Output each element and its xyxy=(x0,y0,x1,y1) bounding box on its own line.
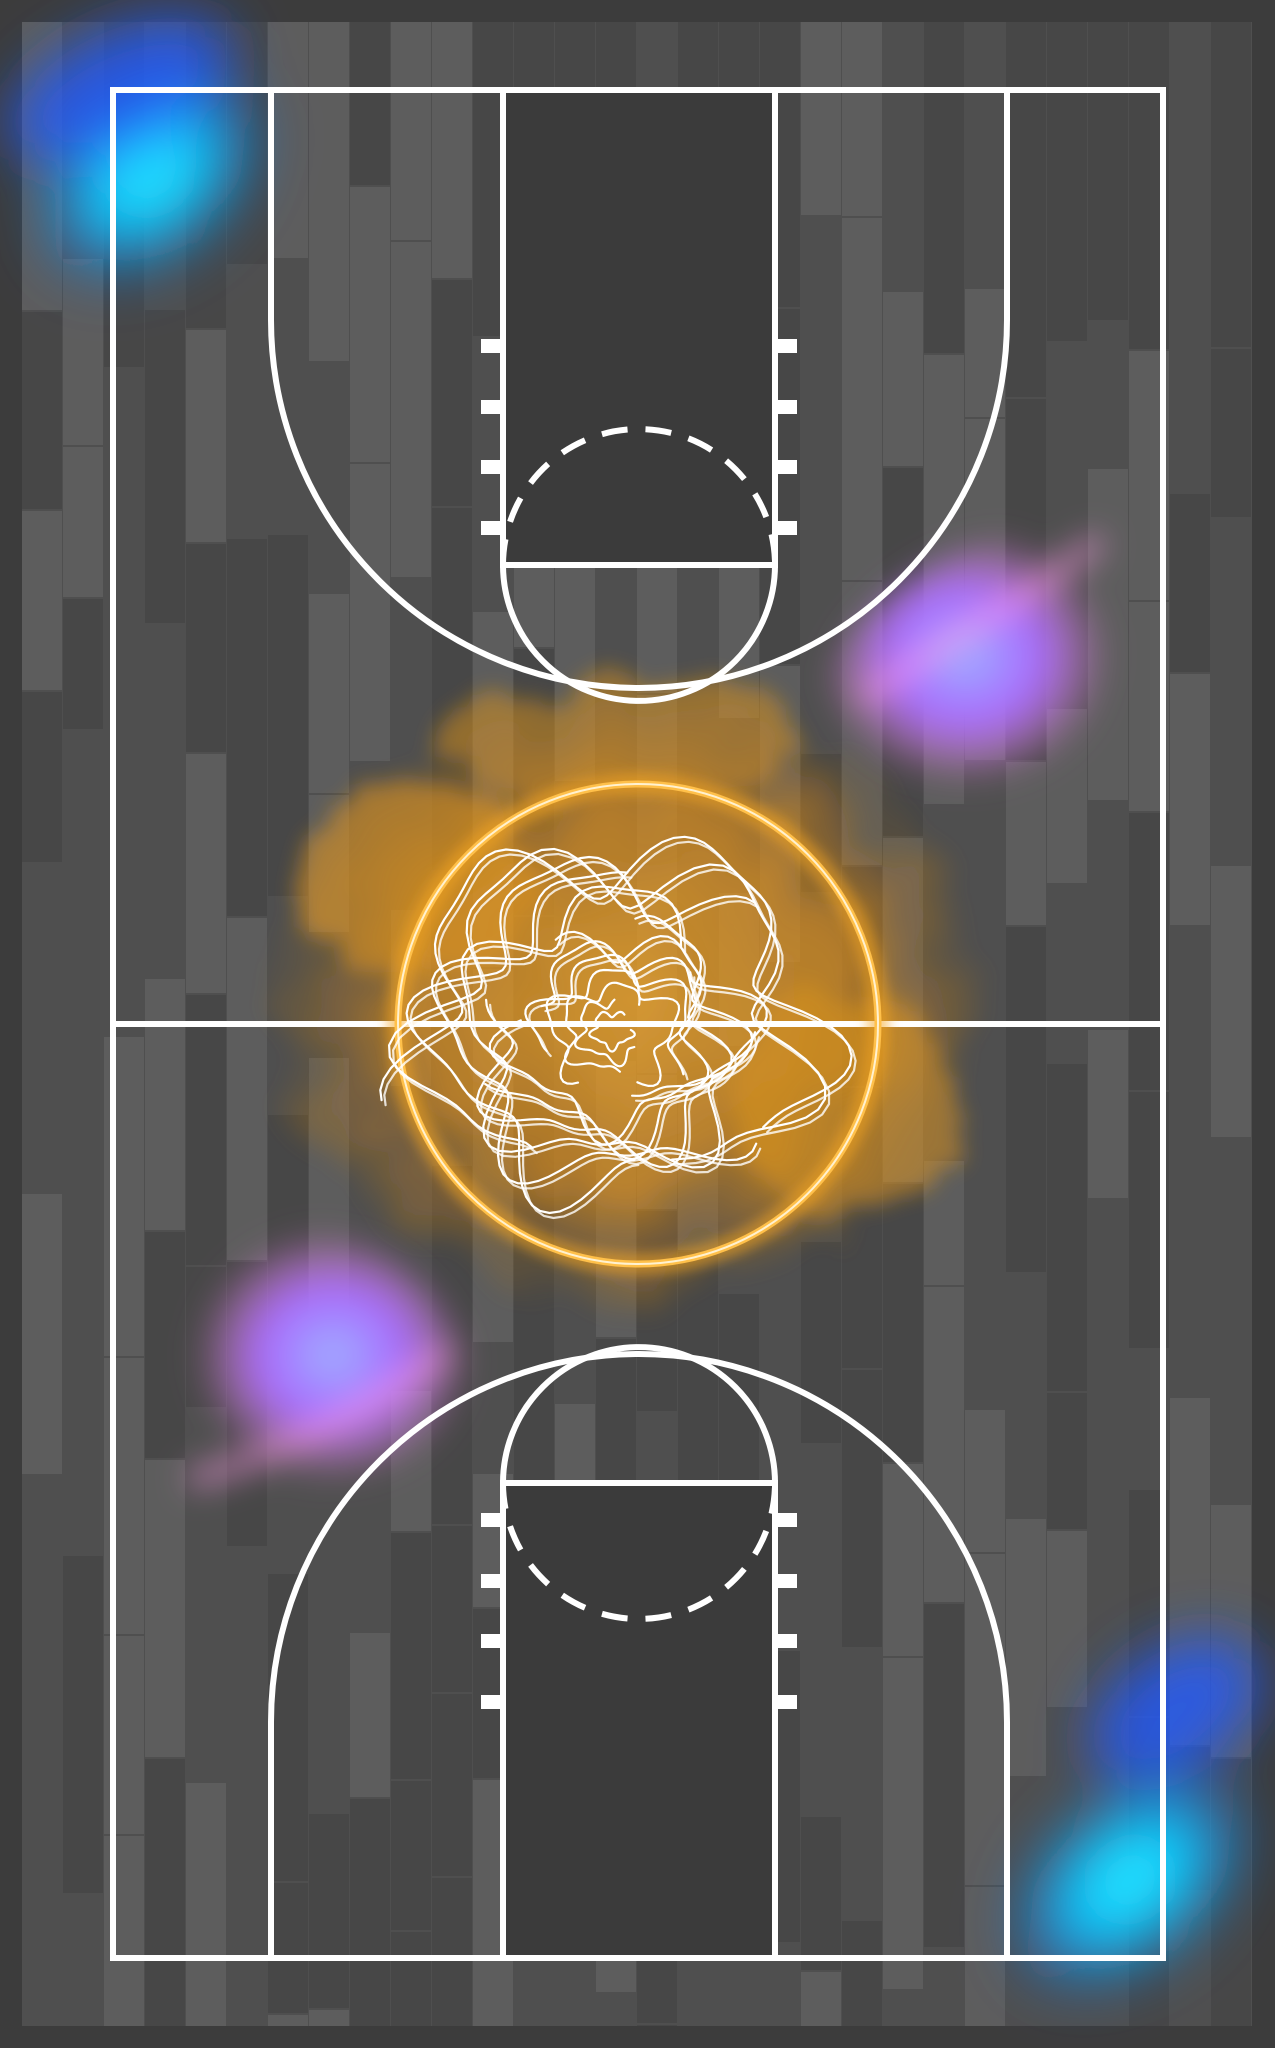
top-key-paint xyxy=(503,90,775,565)
swirl-stroke xyxy=(434,875,762,1190)
swirl-stroke xyxy=(545,968,681,1088)
swirl-stroke xyxy=(460,885,757,1169)
swirl-stroke xyxy=(379,835,853,1129)
swirl-stroke xyxy=(391,852,831,1166)
top-free-throw-arc-dashed xyxy=(500,426,778,566)
bottom-free-throw-arc-dashed xyxy=(500,1482,778,1622)
swirl-ornament xyxy=(379,835,857,1220)
bottom-three-point-line xyxy=(268,1351,1010,1958)
violet-glow-left xyxy=(187,1229,472,1488)
top-free-throw-arc xyxy=(500,564,778,704)
center-circle-glow xyxy=(387,773,889,1275)
top-lane xyxy=(500,87,778,568)
cyan-glow-top-left xyxy=(8,15,274,291)
swirl-stroke xyxy=(430,870,758,1185)
bottom-key-paint xyxy=(503,1483,775,1958)
top-three-point-line xyxy=(268,90,1010,691)
swirl-stroke xyxy=(383,840,857,1134)
bottom-lane xyxy=(500,1480,778,1961)
swirl-stroke xyxy=(588,1010,636,1053)
violet-glow-right xyxy=(819,529,1111,785)
swirl-stroke xyxy=(479,976,772,1174)
swirl-stroke xyxy=(488,930,733,1146)
swirl-stroke xyxy=(563,981,641,1073)
court-lines xyxy=(110,87,1166,1961)
lane-hash-marks xyxy=(481,339,797,1709)
swirl-stroke xyxy=(464,890,761,1174)
cyan-glow-bottom-right xyxy=(999,1636,1261,2001)
swirl-stroke xyxy=(573,998,636,1068)
bottom-free-throw-arc xyxy=(500,1344,778,1484)
